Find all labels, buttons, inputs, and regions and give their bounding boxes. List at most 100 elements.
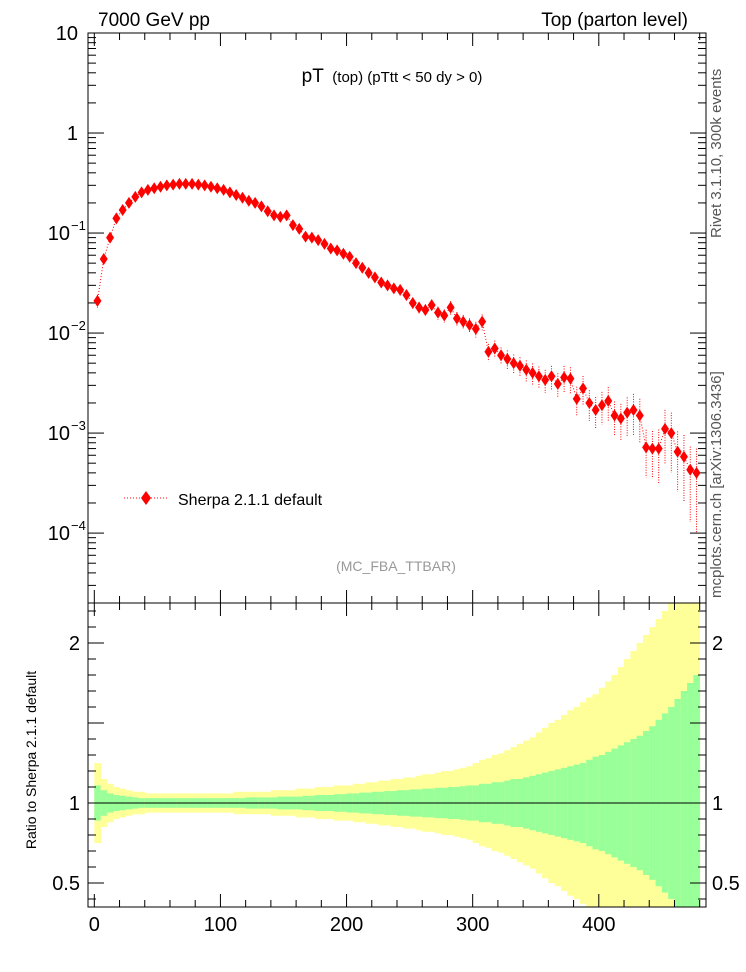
data-point bbox=[99, 253, 108, 266]
data-point bbox=[276, 210, 285, 223]
header-process: Top (parton level) bbox=[541, 10, 688, 31]
data-point bbox=[251, 196, 260, 209]
ratio-ylabel: Ratio to Sherpa 2.1.1 default bbox=[23, 671, 39, 849]
data-point bbox=[188, 177, 197, 190]
data-point bbox=[503, 353, 512, 366]
data-point bbox=[427, 299, 436, 312]
data-point bbox=[642, 441, 651, 454]
plot-title: pT (top) (pTtt < 50 dy > 0) bbox=[302, 66, 483, 87]
data-point bbox=[206, 180, 215, 193]
data-point bbox=[156, 180, 165, 193]
y-tick-label: 10 bbox=[56, 23, 78, 45]
data-point bbox=[553, 377, 562, 390]
data-point bbox=[667, 427, 676, 440]
data-point bbox=[402, 289, 411, 302]
analysis-watermark: (MC_FBA_TTBAR) bbox=[336, 558, 456, 574]
data-point bbox=[143, 183, 152, 196]
data-point bbox=[219, 183, 228, 196]
data-point bbox=[257, 200, 266, 213]
data-point bbox=[515, 359, 524, 372]
data-point bbox=[692, 466, 701, 479]
data-point bbox=[616, 412, 625, 425]
x-tick-label: 300 bbox=[456, 914, 489, 936]
data-point bbox=[415, 301, 424, 314]
data-point bbox=[465, 319, 474, 332]
data-point bbox=[528, 366, 537, 379]
legend-marker bbox=[141, 491, 151, 505]
ratio-y-tick-label-right: 2 bbox=[712, 633, 723, 655]
data-point bbox=[320, 237, 329, 250]
y-tick-label: 10 bbox=[48, 223, 70, 245]
data-point bbox=[408, 296, 417, 309]
legend: Sherpa 2.1.1 default bbox=[124, 491, 323, 509]
data-point bbox=[572, 392, 581, 405]
inner-band-bin bbox=[680, 691, 688, 907]
data-point bbox=[137, 186, 146, 199]
data-point bbox=[654, 442, 663, 455]
data-point bbox=[433, 306, 442, 319]
data-point bbox=[629, 404, 638, 417]
data-point bbox=[225, 186, 234, 199]
data-point bbox=[181, 177, 190, 190]
header-energy: 7000 GeV pp bbox=[98, 10, 210, 31]
ratio-y-tick-label: 0.5 bbox=[52, 873, 80, 895]
data-point bbox=[560, 371, 569, 384]
data-point bbox=[370, 271, 379, 284]
data-point bbox=[648, 442, 657, 455]
data-point bbox=[364, 266, 373, 279]
data-point bbox=[497, 349, 506, 362]
data-point bbox=[106, 231, 115, 244]
data-point bbox=[339, 247, 348, 260]
data-point bbox=[200, 179, 209, 192]
y-tick-label: 1 bbox=[67, 123, 78, 145]
mcplots-reference-label: mcplots.cern.ch [arXiv:1306.3436] bbox=[708, 371, 725, 598]
x-tick-label: 400 bbox=[582, 914, 615, 936]
data-point bbox=[326, 242, 335, 255]
data-point bbox=[169, 178, 178, 191]
data-point bbox=[162, 179, 171, 192]
data-point bbox=[263, 205, 272, 218]
data-point bbox=[377, 276, 386, 289]
data-point bbox=[131, 190, 140, 203]
ratio-y-tick-label-right: 0.5 bbox=[712, 873, 740, 895]
data-point bbox=[295, 222, 304, 235]
data-point bbox=[150, 182, 159, 195]
y-tick-exponent: −2 bbox=[71, 318, 86, 333]
plot-title-sub: (top) (pTtt < 50 dy > 0) bbox=[332, 69, 482, 86]
data-point bbox=[345, 250, 354, 263]
data-point bbox=[604, 394, 613, 407]
data-point bbox=[478, 315, 487, 328]
data-point bbox=[112, 212, 121, 225]
data-point bbox=[610, 409, 619, 422]
y-tick-label: 10 bbox=[48, 523, 70, 545]
y-tick-exponent: −3 bbox=[71, 418, 86, 433]
data-point bbox=[194, 178, 203, 191]
data-point bbox=[623, 406, 632, 419]
data-point bbox=[534, 370, 543, 383]
data-point bbox=[566, 372, 575, 385]
x-tick-label: 200 bbox=[330, 914, 363, 936]
data-point bbox=[673, 445, 682, 458]
legend-label: Sherpa 2.1.1 default bbox=[178, 492, 323, 509]
data-point bbox=[490, 342, 499, 355]
data-point bbox=[244, 194, 253, 207]
data-point bbox=[352, 257, 361, 270]
main-series bbox=[93, 177, 701, 534]
data-point bbox=[452, 312, 461, 325]
x-tick-label: 100 bbox=[204, 914, 237, 936]
data-point bbox=[471, 322, 480, 335]
data-point bbox=[679, 450, 688, 463]
data-point bbox=[661, 422, 670, 435]
data-point bbox=[541, 373, 550, 386]
data-point bbox=[635, 409, 644, 422]
data-point bbox=[597, 399, 606, 412]
data-point bbox=[440, 309, 449, 322]
data-point bbox=[509, 357, 518, 370]
ratio-y-tick-label: 1 bbox=[69, 793, 80, 815]
data-point bbox=[307, 231, 316, 244]
data-point bbox=[547, 370, 556, 383]
data-point bbox=[288, 219, 297, 232]
rivet-version-label: Rivet 3.1.10, 300k events bbox=[708, 69, 725, 238]
